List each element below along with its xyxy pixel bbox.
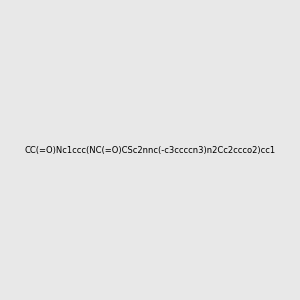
Text: CC(=O)Nc1ccc(NC(=O)CSc2nnc(-c3ccccn3)n2Cc2ccco2)cc1: CC(=O)Nc1ccc(NC(=O)CSc2nnc(-c3ccccn3)n2C… bbox=[24, 146, 276, 154]
